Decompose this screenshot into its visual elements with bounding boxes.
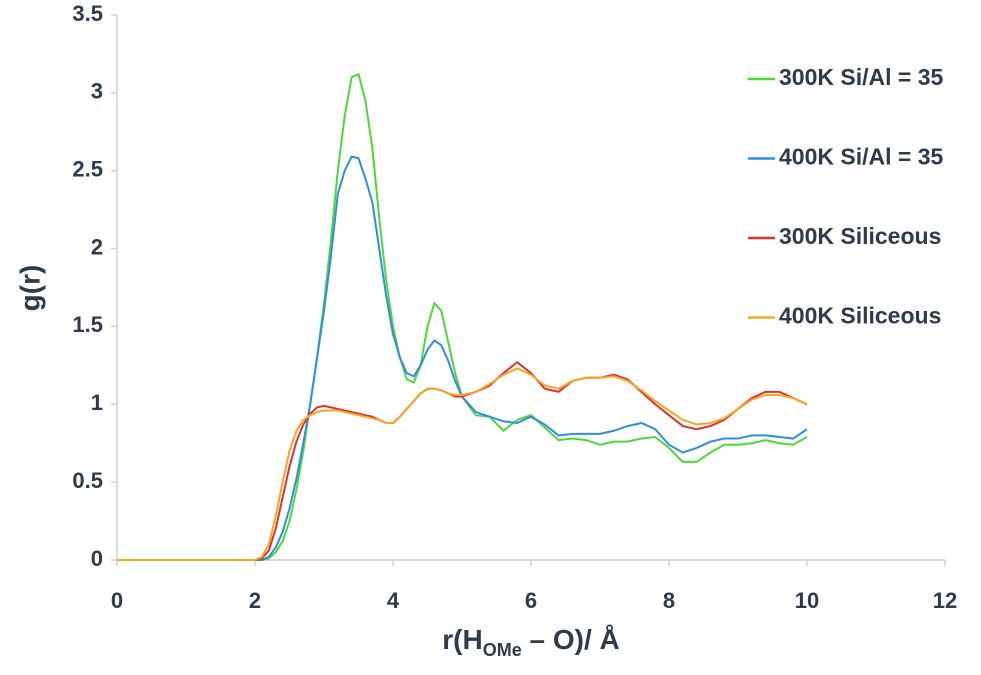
y-tick-label: 1.5 [72,312,103,337]
series-line [117,72,808,561]
legend-label: 300K Siliceous [779,223,941,249]
x-tick-label: 12 [933,588,957,613]
x-axis-title-part: – O)/ Å [522,624,620,655]
x-tick-label: 0 [111,588,123,613]
series-line [117,155,808,561]
y-tick-label: 0 [91,546,103,571]
x-axis-title-sub: OMe [483,640,522,660]
y-tick-label: 0.5 [72,468,103,493]
x-tick-label: 8 [663,588,675,613]
x-tick-label: 4 [387,588,400,613]
x-tick-label: 6 [525,588,537,613]
legend-label: 300K Si/Al = 35 [779,64,943,90]
legend-label: 400K Siliceous [779,303,941,329]
series-line [117,367,808,561]
y-tick-label: 2.5 [72,157,103,182]
x-axis-title-part: r(H [442,624,482,655]
series-line [117,360,808,561]
y-tick-label: 3.5 [72,1,103,26]
y-axis-title: g(r) [14,265,45,312]
legend-label: 400K Si/Al = 35 [779,144,943,170]
y-tick-label: 1 [91,390,103,415]
x-tick-label: 10 [795,588,819,613]
y-tick-label: 3 [91,79,103,104]
y-tick-label: 2 [91,234,103,259]
x-axis-title: r(HOMe – O)/ Å [442,624,619,659]
x-tick-label: 2 [249,588,261,613]
